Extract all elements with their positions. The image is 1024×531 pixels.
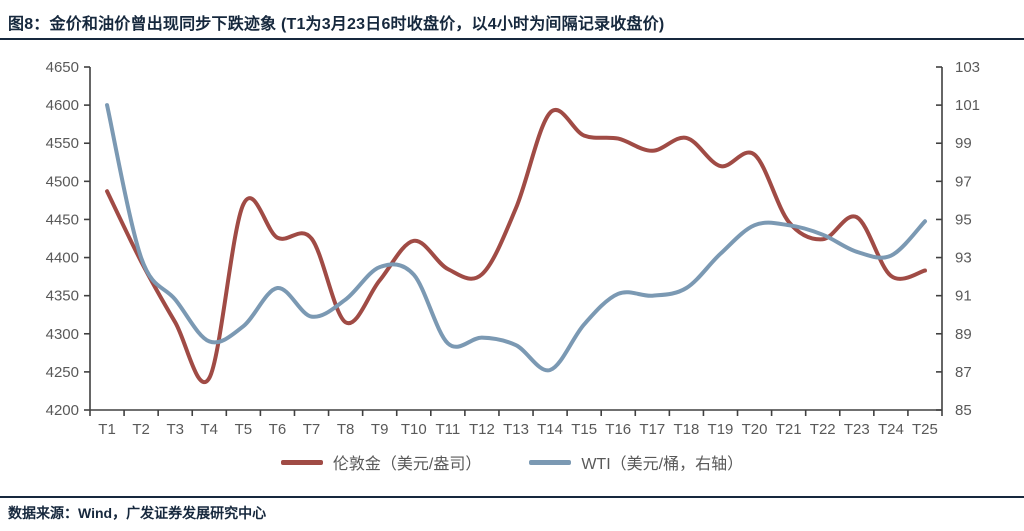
right-axis: 103 101 99 97 95 93 91 89 87 85 xyxy=(936,59,980,419)
x-axis: T1 T2 T3 T4 T5 T6 T7 T8 T9 T10 T11 T12 T13 T14 T15 T16 T… xyxy=(89,410,943,438)
x-axis-tick-label: T11 xyxy=(435,421,460,438)
x-axis-tick-label: T14 xyxy=(537,421,563,438)
right-axis-tick-label: 101 xyxy=(955,97,980,114)
x-axis-tick-label: T10 xyxy=(401,421,427,438)
wti-series-line xyxy=(105,103,927,373)
legend-item-gold: 伦敦金（美元/盎司） xyxy=(280,450,482,474)
x-axis-tick-label: T25 xyxy=(912,421,938,438)
right-axis-tick-label: 87 xyxy=(955,364,972,381)
data-source: 数据来源：Wind，广发证券发展研究中心 xyxy=(8,505,267,521)
wti-line-label: WTI（美元/桶，右轴） xyxy=(581,456,744,473)
gold-series-line xyxy=(105,108,927,384)
right-axis-tick-label: 99 xyxy=(955,135,972,152)
left-axis-tick-label: 4500 xyxy=(46,173,79,190)
x-axis-tick-label: T16 xyxy=(605,421,631,438)
axes xyxy=(89,67,943,411)
x-axis-tick-label: T19 xyxy=(708,421,734,438)
x-axis-tick-label: T5 xyxy=(235,421,253,438)
x-axis-tick-label: T24 xyxy=(878,421,904,438)
left-axis-tick-label: 4350 xyxy=(46,288,79,305)
legend-item-wti: WTI（美元/桶，右轴） xyxy=(529,450,743,474)
x-axis-tick-label: T12 xyxy=(469,421,495,438)
x-axis-tick-label: T3 xyxy=(166,421,184,438)
x-axis-tick-label: T1 xyxy=(98,421,116,438)
left-axis-tick-label: 4450 xyxy=(46,211,79,228)
x-axis-tick-label: T9 xyxy=(371,421,389,438)
chart: 4650 4600 4550 4500 4450 4400 4350 4300 4250 4200… xyxy=(46,59,980,438)
x-axis-tick-label: T2 xyxy=(132,421,150,438)
right-axis-tick-label: 85 xyxy=(955,402,972,419)
x-axis-tick-label: T7 xyxy=(303,421,321,438)
wti-line-swatch xyxy=(529,459,572,465)
x-axis-tick-label: T17 xyxy=(639,421,665,438)
x-axis-tick-label: T22 xyxy=(810,421,836,438)
footer-rule xyxy=(0,496,1024,498)
right-axis-tick-label: 91 xyxy=(955,288,972,305)
x-axis-tick-label: T15 xyxy=(571,421,597,438)
left-axis-tick-label: 4550 xyxy=(46,135,79,152)
chart-legend: 伦敦金（美元/盎司） WTI（美元/桶，右轴） xyxy=(0,449,1024,475)
left-axis-tick-label: 4600 xyxy=(46,97,79,114)
left-axis: 4650 4600 4550 4500 4450 4400 4350 4300 4250 4200 xyxy=(46,59,90,419)
right-axis-tick-label: 97 xyxy=(955,173,972,190)
right-axis-tick-label: 89 xyxy=(955,326,972,343)
right-axis-tick-label: 95 xyxy=(955,211,972,228)
left-axis-tick-label: 4200 xyxy=(46,402,79,419)
right-axis-tick-label: 93 xyxy=(955,250,972,267)
figure-title: 图8：金价和油价曾出现同步下跌迹象 (T1为3月23日6时收盘价，以4小时为间隔… xyxy=(8,16,665,33)
left-axis-tick-label: 4300 xyxy=(46,326,79,343)
left-axis-tick-label: 4650 xyxy=(46,59,79,76)
x-axis-tick-label: T23 xyxy=(844,421,870,438)
left-axis-tick-label: 4400 xyxy=(46,250,79,267)
x-axis-tick-label: T6 xyxy=(269,421,287,438)
gold-line-swatch xyxy=(280,459,323,465)
x-axis-tick-label: T13 xyxy=(503,421,529,438)
x-axis-tick-label: T20 xyxy=(742,421,768,438)
x-axis-tick-label: T21 xyxy=(776,421,802,438)
x-axis-tick-label: T4 xyxy=(201,421,219,438)
gold-line-label: 伦敦金（美元/盎司） xyxy=(332,456,482,473)
right-axis-tick-label: 103 xyxy=(955,59,980,76)
left-axis-tick-label: 4250 xyxy=(46,364,79,381)
x-axis-tick-label: T8 xyxy=(337,421,355,438)
x-axis-tick-label: T18 xyxy=(673,421,699,438)
title-rule xyxy=(0,38,1024,40)
